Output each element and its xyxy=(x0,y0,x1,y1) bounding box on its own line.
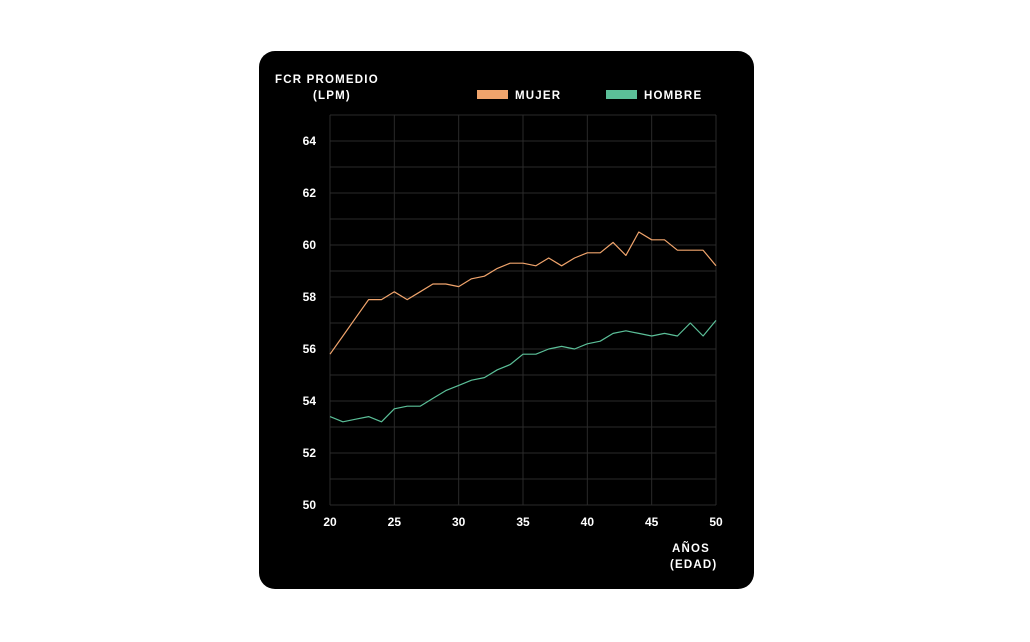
y-tick-label: 62 xyxy=(303,186,317,200)
line-chart: FCR PROMEDIO (LPM) MUJER HOMBRE 505254565… xyxy=(275,74,723,571)
y-tick-label: 50 xyxy=(303,498,317,512)
y-axis-title-line2: (LPM) xyxy=(313,90,351,102)
gridlines xyxy=(329,114,717,506)
chart-card: FCR PROMEDIO (LPM) MUJER HOMBRE 50 52 54 56 5… xyxy=(259,51,754,589)
legend-swatch-hombre xyxy=(606,90,637,99)
y-tick-label: 58 xyxy=(303,290,317,304)
legend-label-hombre: HOMBRE xyxy=(644,90,702,102)
x-axis-title-line2: (EDAD) xyxy=(670,559,717,571)
series-line-hombre xyxy=(329,320,717,423)
y-tick-label: 64 xyxy=(303,134,317,148)
x-tick-label: 30 xyxy=(452,515,466,529)
y-tick-label: 60 xyxy=(303,238,317,252)
legend-label-mujer: MUJER xyxy=(515,90,561,102)
y-tick-label: 54 xyxy=(303,394,317,408)
x-tick-label: 35 xyxy=(516,515,530,529)
x-tick-label: 25 xyxy=(388,515,402,529)
x-axis-ticks: 20 25 30 35 40 45 50 xyxy=(323,515,723,529)
series-lines xyxy=(329,231,717,423)
x-tick-label: 45 xyxy=(645,515,659,529)
x-tick-label: 50 xyxy=(709,515,723,529)
series-line-mujer xyxy=(329,231,717,355)
x-axis-title-line1: AÑOS xyxy=(672,542,710,555)
x-tick-label: 40 xyxy=(581,515,595,529)
y-tick-label: 52 xyxy=(303,446,317,460)
x-tick-label: 20 xyxy=(323,515,337,529)
y-axis-title-line1: FCR PROMEDIO xyxy=(275,74,379,86)
y-tick-label: 56 xyxy=(303,342,317,356)
legend: MUJER HOMBRE xyxy=(477,90,702,102)
legend-swatch-mujer xyxy=(477,90,508,99)
y-axis-ticks: 50 52 54 56 58 60 62 64 xyxy=(303,134,317,512)
